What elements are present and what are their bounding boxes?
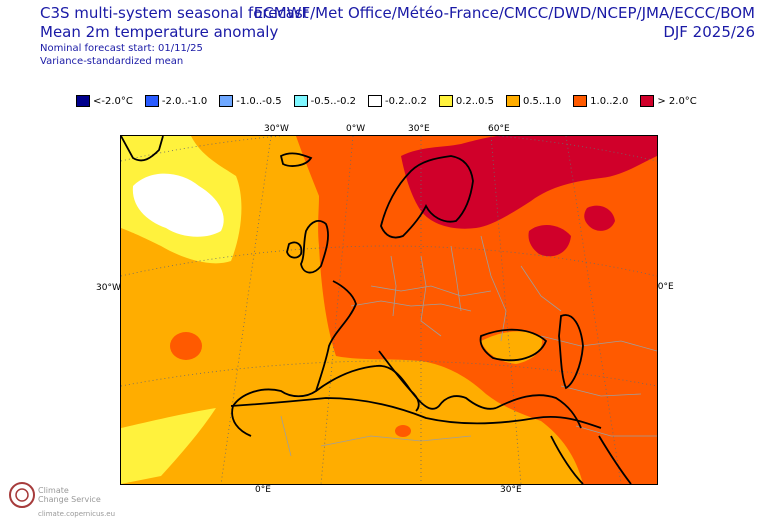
- top-axis-label: 30°E: [408, 124, 430, 134]
- legend-label: 0.5..1.0: [523, 95, 562, 107]
- legend-label: -0.5..-0.2: [310, 95, 357, 107]
- bottom-axis-label: 30°E: [500, 485, 522, 495]
- legend-swatch: [368, 95, 383, 107]
- variance-note: Variance-standardized mean: [40, 56, 184, 67]
- legend-swatch: [640, 95, 655, 107]
- coastlines: [121, 136, 632, 484]
- legend-item: -0.5..-0.2: [293, 95, 357, 107]
- anomaly-region: [121, 408, 216, 484]
- legend-item: 0.5..1.0: [506, 95, 561, 107]
- legend-swatch: [293, 95, 308, 107]
- anomaly-map: [120, 135, 658, 485]
- anomaly-region: [401, 136, 657, 229]
- anomaly-region: [481, 331, 542, 364]
- legend-label: -0.2..0.2: [385, 95, 427, 107]
- legend-item: > 2.0°C: [640, 95, 697, 107]
- legend-item: -1.0..-0.5: [219, 95, 282, 107]
- anomaly-region: [296, 136, 657, 484]
- map-subtitle: Mean 2m temperature anomaly: [40, 23, 279, 41]
- anomaly-region: [528, 224, 571, 257]
- top-axis-label: 0°W: [346, 124, 366, 134]
- legend-item: -0.2..0.2: [368, 95, 427, 107]
- top-axis-label: 60°E: [488, 124, 510, 134]
- anomaly-region: [170, 332, 202, 360]
- legend-item: -2.0..-1.0: [144, 95, 208, 107]
- copernicus-logo: [9, 482, 35, 508]
- legend-swatch: [219, 95, 234, 107]
- anomaly-region: [395, 425, 411, 437]
- logo-name-line2: Change Service: [38, 495, 101, 504]
- legend-swatch: [144, 95, 159, 107]
- top-axis-label: 30°W: [264, 124, 289, 134]
- legend-swatch: [573, 95, 588, 107]
- legend-item: 0.2..0.5: [438, 95, 494, 107]
- legend-label: <-2.0°C: [93, 95, 133, 107]
- anomaly-region: [132, 173, 224, 237]
- legend-swatch: [506, 95, 520, 107]
- logo-name-line1: Climate: [38, 486, 69, 495]
- legend-swatch: [76, 95, 90, 107]
- graticule: [121, 136, 657, 484]
- country-borders: [280, 235, 657, 457]
- anomaly-region: [584, 205, 615, 231]
- logo-ring-icon: [9, 482, 35, 508]
- legend-swatch: [438, 95, 453, 107]
- legend-label: 0.2..0.5: [455, 95, 494, 107]
- left-axis-label: 30°W: [96, 283, 121, 293]
- legend-label: 1.0..2.0: [590, 95, 629, 107]
- legend-label: -2.0..-1.0: [161, 95, 208, 107]
- color-legend: <-2.0°C -2.0..-1.0 -1.0..-0.5 -0.5..-0.2…: [76, 95, 697, 107]
- logo-text: Climate Change Service climate.copernicu…: [38, 486, 115, 519]
- systems-label: ECMWF/Met Office/Météo-France/CMCC/DWD/N…: [253, 4, 755, 22]
- legend-item: 1.0..2.0: [573, 95, 628, 107]
- logo-url: climate.copernicus.eu: [38, 510, 116, 518]
- systems-block: ECMWF/Met Office/Météo-France/CMCC/DWD/N…: [254, 4, 755, 42]
- legend-label: > 2.0°C: [657, 95, 697, 107]
- season-label: DJF 2025/26: [663, 23, 755, 41]
- logo-inner-icon: [15, 488, 29, 502]
- legend-item: <-2.0°C: [76, 95, 133, 107]
- nominal-start-label: Nominal forecast start: 01/11/25: [40, 43, 203, 54]
- title-block: C3S multi-system seasonal forecast Mean …: [40, 4, 309, 68]
- map-svg: [121, 136, 657, 484]
- bottom-axis-label: 0°E: [255, 485, 271, 495]
- legend-label: -1.0..-0.5: [236, 95, 282, 107]
- right-axis-label: 60°E: [652, 282, 674, 292]
- map-title: C3S multi-system seasonal forecast: [40, 4, 309, 22]
